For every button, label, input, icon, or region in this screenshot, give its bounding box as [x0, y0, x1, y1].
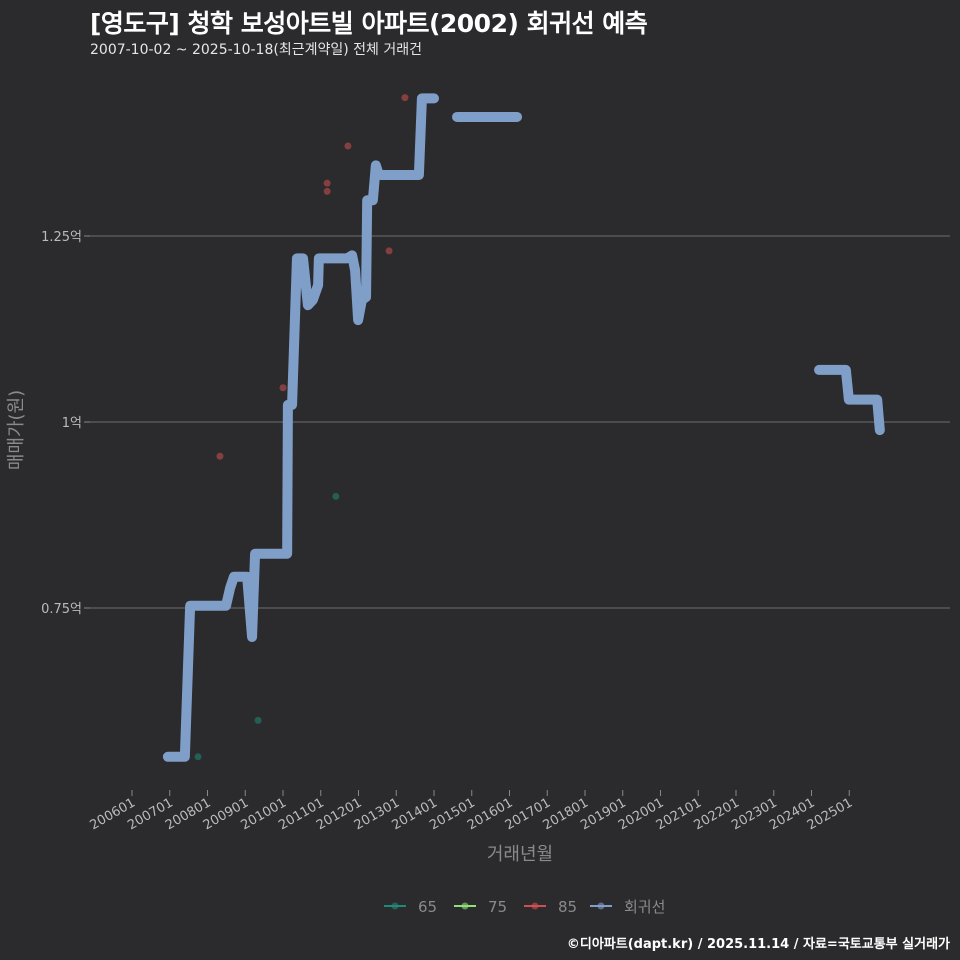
data-point-65	[194, 753, 202, 761]
legend-label: 75	[488, 898, 507, 916]
legend-marker	[461, 902, 469, 910]
y-tick-label: 1억	[62, 416, 82, 431]
data-point-65	[332, 492, 340, 500]
legend-item: 75	[454, 898, 507, 916]
data-point-85	[216, 452, 224, 460]
data-point-85	[323, 179, 331, 187]
chart-title: [영도구] 청학 보성아트빌 아파트(2002) 회귀선 예측	[90, 9, 648, 38]
data-point-85	[279, 384, 287, 392]
credit: ©디아파트(dapt.kr) / 2025.11.14 / 자료=국토교통부 실…	[566, 937, 950, 952]
data-point-65	[254, 716, 262, 724]
regression-line	[814, 364, 885, 436]
data-point-85	[385, 247, 393, 255]
x-axis-label: 거래년월	[487, 844, 553, 865]
legend-marker	[391, 902, 399, 910]
y-tick-label: 1.25억	[41, 230, 82, 245]
legend-item: 65	[384, 898, 437, 916]
legend-label: 65	[418, 898, 437, 916]
y-axis-label: 매매가(원)	[6, 390, 27, 470]
y-tick-label: 0.75억	[41, 602, 82, 617]
legend-marker	[531, 902, 539, 910]
data-point-85	[344, 142, 352, 150]
data-point-85	[401, 94, 409, 102]
chart-subtitle: 2007-10-02 ~ 2025-10-18(최근계약일) 전체 거래건	[90, 42, 422, 58]
legend-label: 회귀선	[624, 898, 665, 916]
data-point-85	[323, 187, 331, 195]
legend-item: 회귀선	[590, 898, 665, 916]
legend-marker	[597, 902, 605, 910]
legend-item: 85	[524, 898, 577, 916]
regression-line	[162, 93, 439, 762]
legend-label: 85	[558, 898, 577, 916]
